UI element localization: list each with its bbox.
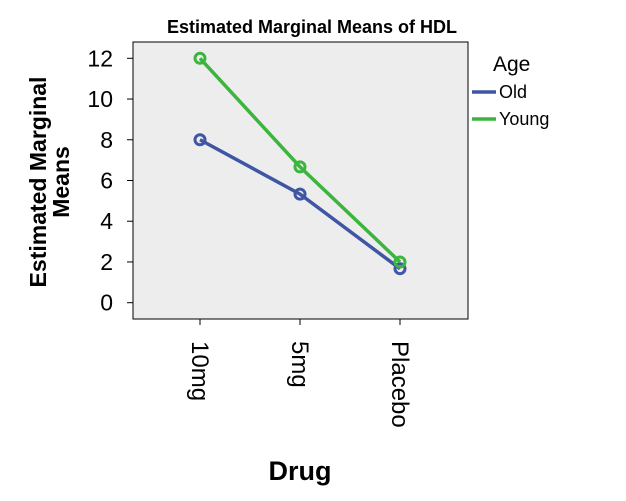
chart-title: Estimated Marginal Means of HDL	[167, 17, 457, 37]
y-axis-label-line-2: Means	[48, 146, 74, 218]
series-line	[198, 57, 402, 264]
y-tick-label: 8	[100, 127, 113, 153]
data-point	[193, 51, 207, 65]
x-tick-label: 5mg	[286, 341, 313, 388]
y-tick-label: 0	[100, 290, 113, 316]
legend-items: Old Young	[472, 82, 549, 129]
legend-title: Age	[493, 53, 530, 76]
series-line	[199, 138, 402, 271]
y-tick-label: 10	[87, 86, 113, 112]
legend-label: Old	[499, 82, 527, 102]
y-axis-label: Estimated Marginal Means	[25, 77, 74, 288]
y-tick-label: 2	[100, 249, 113, 275]
x-axis: 10mg 5mg Placebo	[186, 319, 413, 428]
x-axis-label: Drug	[269, 456, 332, 486]
series-young	[193, 51, 407, 269]
legend-label: Young	[499, 109, 549, 129]
legend: Age Old Young	[472, 53, 549, 129]
series-old	[193, 133, 407, 276]
data-point	[293, 187, 307, 201]
y-axis: 0 2 4 6 8 10 12	[87, 45, 133, 316]
series-layer	[193, 51, 407, 276]
y-tick-label: 12	[87, 45, 113, 71]
x-tick-label: 10mg	[186, 341, 213, 401]
data-point	[393, 255, 407, 269]
data-point	[293, 160, 307, 174]
y-tick-label: 4	[100, 208, 113, 234]
plot-area	[132, 41, 469, 320]
y-tick-label: 6	[100, 168, 113, 194]
data-point	[393, 262, 407, 276]
data-point	[193, 133, 207, 147]
x-tick-label: Placebo	[386, 341, 413, 428]
y-axis-label-line-1: Estimated Marginal	[25, 77, 51, 288]
